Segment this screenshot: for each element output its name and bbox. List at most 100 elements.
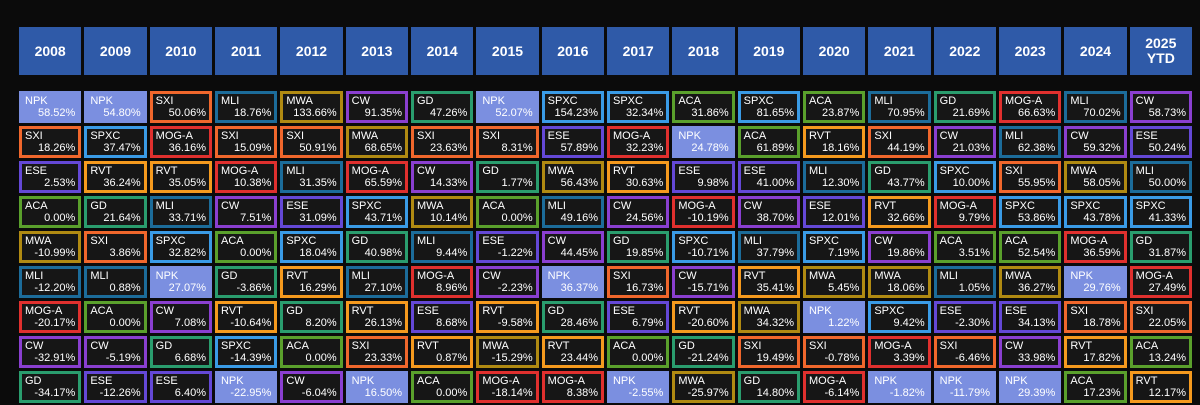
return-value: -2.55%	[628, 387, 664, 399]
return-cell: SPXC 154.23%	[541, 91, 604, 123]
ticker: RVT	[1135, 375, 1158, 387]
return-value: 6.68%	[174, 352, 206, 364]
ticker: MLI	[155, 200, 174, 212]
return-cell: MLI 37.79%	[737, 231, 800, 263]
return-value: -10.99%	[34, 247, 76, 259]
ticker: ACA	[286, 340, 309, 352]
ticker: RVT	[416, 340, 439, 352]
ticker: RVT	[351, 305, 374, 317]
ticker: ESE	[25, 165, 48, 177]
return-cell: SXI 23.33%	[345, 336, 408, 368]
return-cell: CW -15.71%	[672, 266, 735, 298]
return-cell: SPXC 43.78%	[1064, 196, 1127, 228]
return-value: 18.76%	[234, 107, 272, 119]
return-value: 50.91%	[299, 142, 337, 154]
ticker: ACA	[1070, 375, 1093, 387]
year-header: 2021	[868, 27, 931, 75]
return-value: 28.46%	[560, 317, 598, 329]
ticker: ESE	[612, 305, 635, 317]
return-value: -21.24%	[687, 352, 729, 364]
return-value: 36.16%	[168, 142, 206, 154]
ticker: CW	[220, 200, 240, 212]
ticker: RVT	[547, 340, 570, 352]
return-value: 56.43%	[560, 177, 598, 189]
return-cell: CW 21.03%	[933, 126, 996, 158]
return-cell: GD 14.80%	[737, 371, 800, 403]
return-value: 19.85%	[626, 247, 664, 259]
return-value: 53.86%	[1018, 212, 1056, 224]
return-value: 17.23%	[1083, 387, 1121, 399]
return-cell: NPK -2.55%	[606, 371, 670, 403]
return-value: 44.45%	[560, 247, 598, 259]
return-cell: ESE -2.30%	[933, 301, 996, 333]
return-cell: MOG-A -18.14%	[476, 371, 539, 403]
return-cell: RVT 35.41%	[737, 266, 800, 298]
ticker: SXI	[25, 130, 43, 142]
return-value: 32.82%	[168, 247, 206, 259]
ticker: GD	[482, 165, 499, 177]
ticker: SPXC	[1004, 200, 1035, 212]
ticker: SPXC	[220, 340, 251, 352]
return-value: 6.79%	[632, 317, 664, 329]
return-cell: ACA 0.00%	[19, 196, 82, 228]
ticker: MOG-A	[351, 165, 389, 177]
ticker: GD	[351, 235, 369, 247]
year-header: 2016	[541, 27, 604, 75]
return-cell: MLI 9.44%	[410, 231, 474, 263]
ticker: SPXC	[286, 235, 317, 247]
return-value: 40.98%	[364, 247, 402, 259]
return-cell: SXI 3.86%	[84, 231, 147, 263]
ticker: MWA	[678, 375, 705, 387]
return-cell: MLI 27.10%	[345, 266, 408, 298]
return-value: 61.89%	[756, 142, 794, 154]
return-cell: ACA 61.89%	[737, 126, 800, 158]
return-value: 19.49%	[756, 352, 794, 364]
return-value: 0.00%	[501, 212, 533, 224]
return-value: -1.82%	[889, 387, 925, 399]
ticker: RVT	[286, 270, 309, 282]
return-value: 36.59%	[1083, 247, 1121, 259]
return-value: 37.79%	[756, 247, 794, 259]
return-cell: ACA 3.51%	[933, 231, 996, 263]
return-cell: MOG-A 8.96%	[410, 266, 474, 298]
ticker: ACA	[612, 340, 636, 352]
return-value: -2.30%	[955, 317, 990, 329]
return-cell: MLI 70.95%	[868, 91, 931, 123]
return-cell: SXI 16.73%	[606, 266, 670, 298]
ticker: MWA	[874, 270, 901, 282]
return-cell: CW -5.19%	[84, 336, 147, 368]
return-value: 8.38%	[566, 387, 598, 399]
ticker: ACA	[939, 235, 963, 247]
return-cell: NPK 52.07%	[476, 91, 539, 123]
ticker: SXI	[155, 95, 174, 107]
return-cell: MOG-A 10.38%	[214, 161, 278, 193]
return-cell: SXI 18.78%	[1064, 301, 1127, 333]
return-value: 7.08%	[174, 317, 206, 329]
return-value: 27.10%	[364, 282, 402, 294]
return-cell: MLI -12.20%	[19, 266, 82, 298]
year-header: 2017	[606, 27, 670, 75]
return-cell: ESE 6.79%	[606, 301, 670, 333]
ticker: ACA	[1135, 340, 1159, 352]
ticker: MLI	[351, 270, 370, 282]
ticker: ACA	[90, 305, 113, 317]
ticker: CW	[547, 235, 566, 247]
return-value: 16.29%	[299, 282, 337, 294]
ticker: NPK	[874, 375, 897, 387]
ticker: NPK	[678, 130, 701, 142]
ticker: SPXC	[808, 235, 839, 247]
return-cell: MLI 12.30%	[802, 161, 866, 193]
return-value: 21.64%	[103, 212, 141, 224]
return-cell: MLI 0.88%	[84, 266, 147, 298]
return-value: 6.40%	[174, 387, 206, 399]
ticker: MLI	[416, 235, 436, 247]
ticker: ESE	[482, 235, 505, 247]
return-cell: CW 19.86%	[868, 231, 931, 263]
return-cell: CW -6.04%	[280, 371, 343, 403]
ticker: RVT	[1070, 340, 1093, 352]
ticker: CW	[155, 305, 174, 317]
return-value: 21.03%	[952, 142, 990, 154]
ticker: ESE	[547, 130, 570, 142]
return-value: 43.77%	[887, 177, 925, 189]
